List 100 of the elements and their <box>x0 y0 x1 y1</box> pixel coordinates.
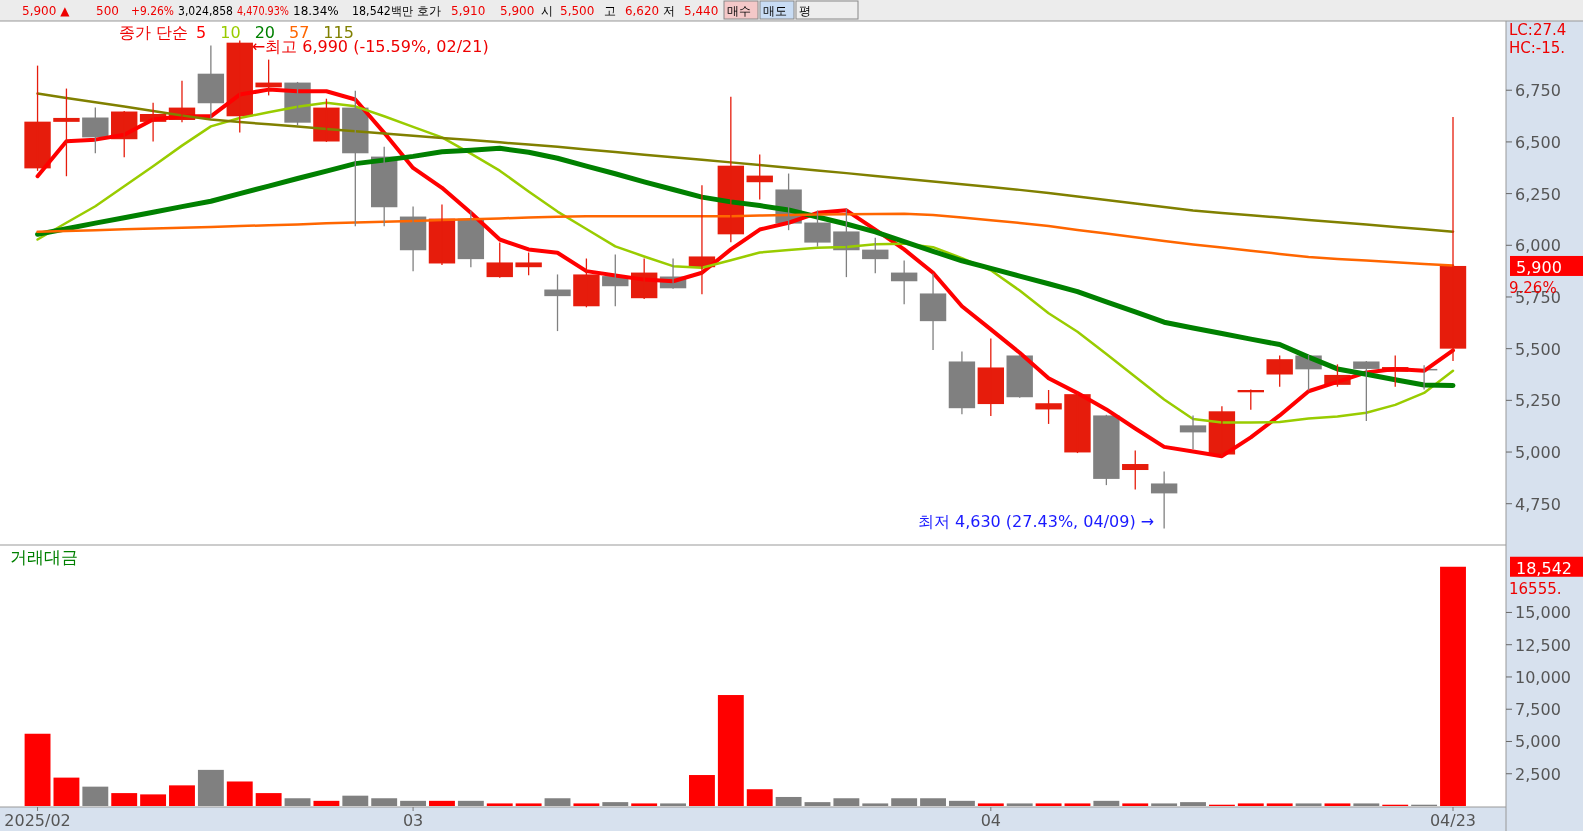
text: LC:27.4 <box>1509 21 1567 39</box>
candlestick <box>515 251 542 276</box>
bar <box>169 785 195 806</box>
x-tick-label: 03 <box>402 811 424 830</box>
bar <box>1440 566 1466 806</box>
y-tick-label: 6,000 <box>1515 236 1561 256</box>
bar <box>53 777 80 806</box>
candlestick <box>1006 354 1033 399</box>
bar <box>1006 803 1033 806</box>
candlestick <box>1179 414 1207 450</box>
bar <box>82 786 109 806</box>
candlestick <box>919 272 947 351</box>
chart-title: 거래대금 <box>10 547 78 567</box>
text: 500 <box>96 4 119 18</box>
text: HC:-15. <box>1509 39 1566 57</box>
y-tick-label: 10,000 <box>1515 667 1571 687</box>
bar <box>1122 803 1149 806</box>
text: 5,500 <box>560 4 595 18</box>
bar <box>1035 803 1062 806</box>
text: 5,900 ▲ <box>22 4 71 18</box>
text: 5,900 <box>1516 257 1562 277</box>
y-tick-label: 15,000 <box>1515 603 1571 623</box>
text: 저 <box>663 4 675 18</box>
y-tick-label: 6,750 <box>1515 81 1561 101</box>
y-tick-label: 5,500 <box>1515 339 1561 359</box>
bar <box>977 803 1004 806</box>
bar <box>573 803 600 806</box>
y-tick-label: 12,500 <box>1515 635 1571 655</box>
bar <box>1353 803 1380 806</box>
text: 18,542백만 <box>352 4 418 18</box>
annotation: 최저 4,630 (27.43%, 04/09) → <box>917 511 1155 531</box>
candlestick <box>53 87 80 177</box>
bar <box>920 798 946 806</box>
bar <box>891 798 918 806</box>
text: 5,900 <box>500 4 535 18</box>
bar <box>862 803 889 806</box>
y-tick-label: 4,750 <box>1515 494 1561 514</box>
candlestick <box>1064 392 1091 454</box>
text: 시 <box>541 4 553 18</box>
bar <box>544 798 571 806</box>
bar <box>1093 800 1120 806</box>
candlestick <box>24 64 51 172</box>
bar <box>1324 803 1351 806</box>
candlestick <box>862 236 889 274</box>
bar <box>111 793 138 806</box>
bar <box>631 803 658 806</box>
text: 6,620 <box>625 4 660 18</box>
bar <box>775 796 802 806</box>
bar <box>1064 803 1091 806</box>
text: 호가 <box>417 4 441 18</box>
bar <box>1180 802 1206 806</box>
bar <box>1295 803 1322 806</box>
bar <box>226 781 253 806</box>
bar <box>255 793 282 806</box>
candlestick <box>804 209 831 248</box>
bar <box>313 800 340 806</box>
bar <box>717 695 744 806</box>
bar <box>804 802 831 806</box>
candlestick <box>573 257 600 308</box>
bar <box>371 798 398 806</box>
bar <box>660 803 686 806</box>
bar <box>689 775 715 806</box>
text: 10 <box>220 23 241 42</box>
bar <box>602 802 629 806</box>
candlestick <box>1353 360 1380 422</box>
candlestick <box>1439 116 1467 362</box>
bar <box>746 789 773 806</box>
bar <box>515 803 542 806</box>
y-tick-label: 6,250 <box>1515 184 1561 204</box>
candlestick <box>977 337 1005 417</box>
text: 16555. <box>1509 579 1562 598</box>
bar <box>1266 803 1293 806</box>
bar <box>1237 803 1264 806</box>
text: 평 <box>799 4 811 18</box>
bar <box>140 794 167 806</box>
bar <box>1151 803 1178 806</box>
y-tick-label: 7,500 <box>1515 700 1561 720</box>
text: 고 <box>604 4 616 18</box>
bar <box>24 733 51 806</box>
bar <box>342 795 369 806</box>
text: 18,542 <box>1516 558 1572 578</box>
candlestick <box>1266 354 1293 388</box>
candlestick <box>948 350 976 415</box>
bar <box>284 798 311 806</box>
bar <box>457 800 484 806</box>
text: 매도 <box>763 4 787 18</box>
bar <box>948 800 975 806</box>
bar <box>833 798 860 806</box>
candlestick <box>82 106 109 154</box>
text: 매수 <box>727 4 751 18</box>
y-tick-label: 5,000 <box>1515 443 1561 463</box>
text: 18.34% <box>293 4 339 18</box>
line-series <box>36 92 1455 233</box>
y-tick-label: 5,000 <box>1515 732 1561 752</box>
bar <box>486 803 513 806</box>
candlestick <box>1093 414 1120 486</box>
x-tick-label: 2025/02 <box>4 811 71 830</box>
x-tick-label: 04 <box>980 811 1001 830</box>
y-tick-label: 2,500 <box>1515 764 1561 784</box>
bar <box>429 800 455 806</box>
